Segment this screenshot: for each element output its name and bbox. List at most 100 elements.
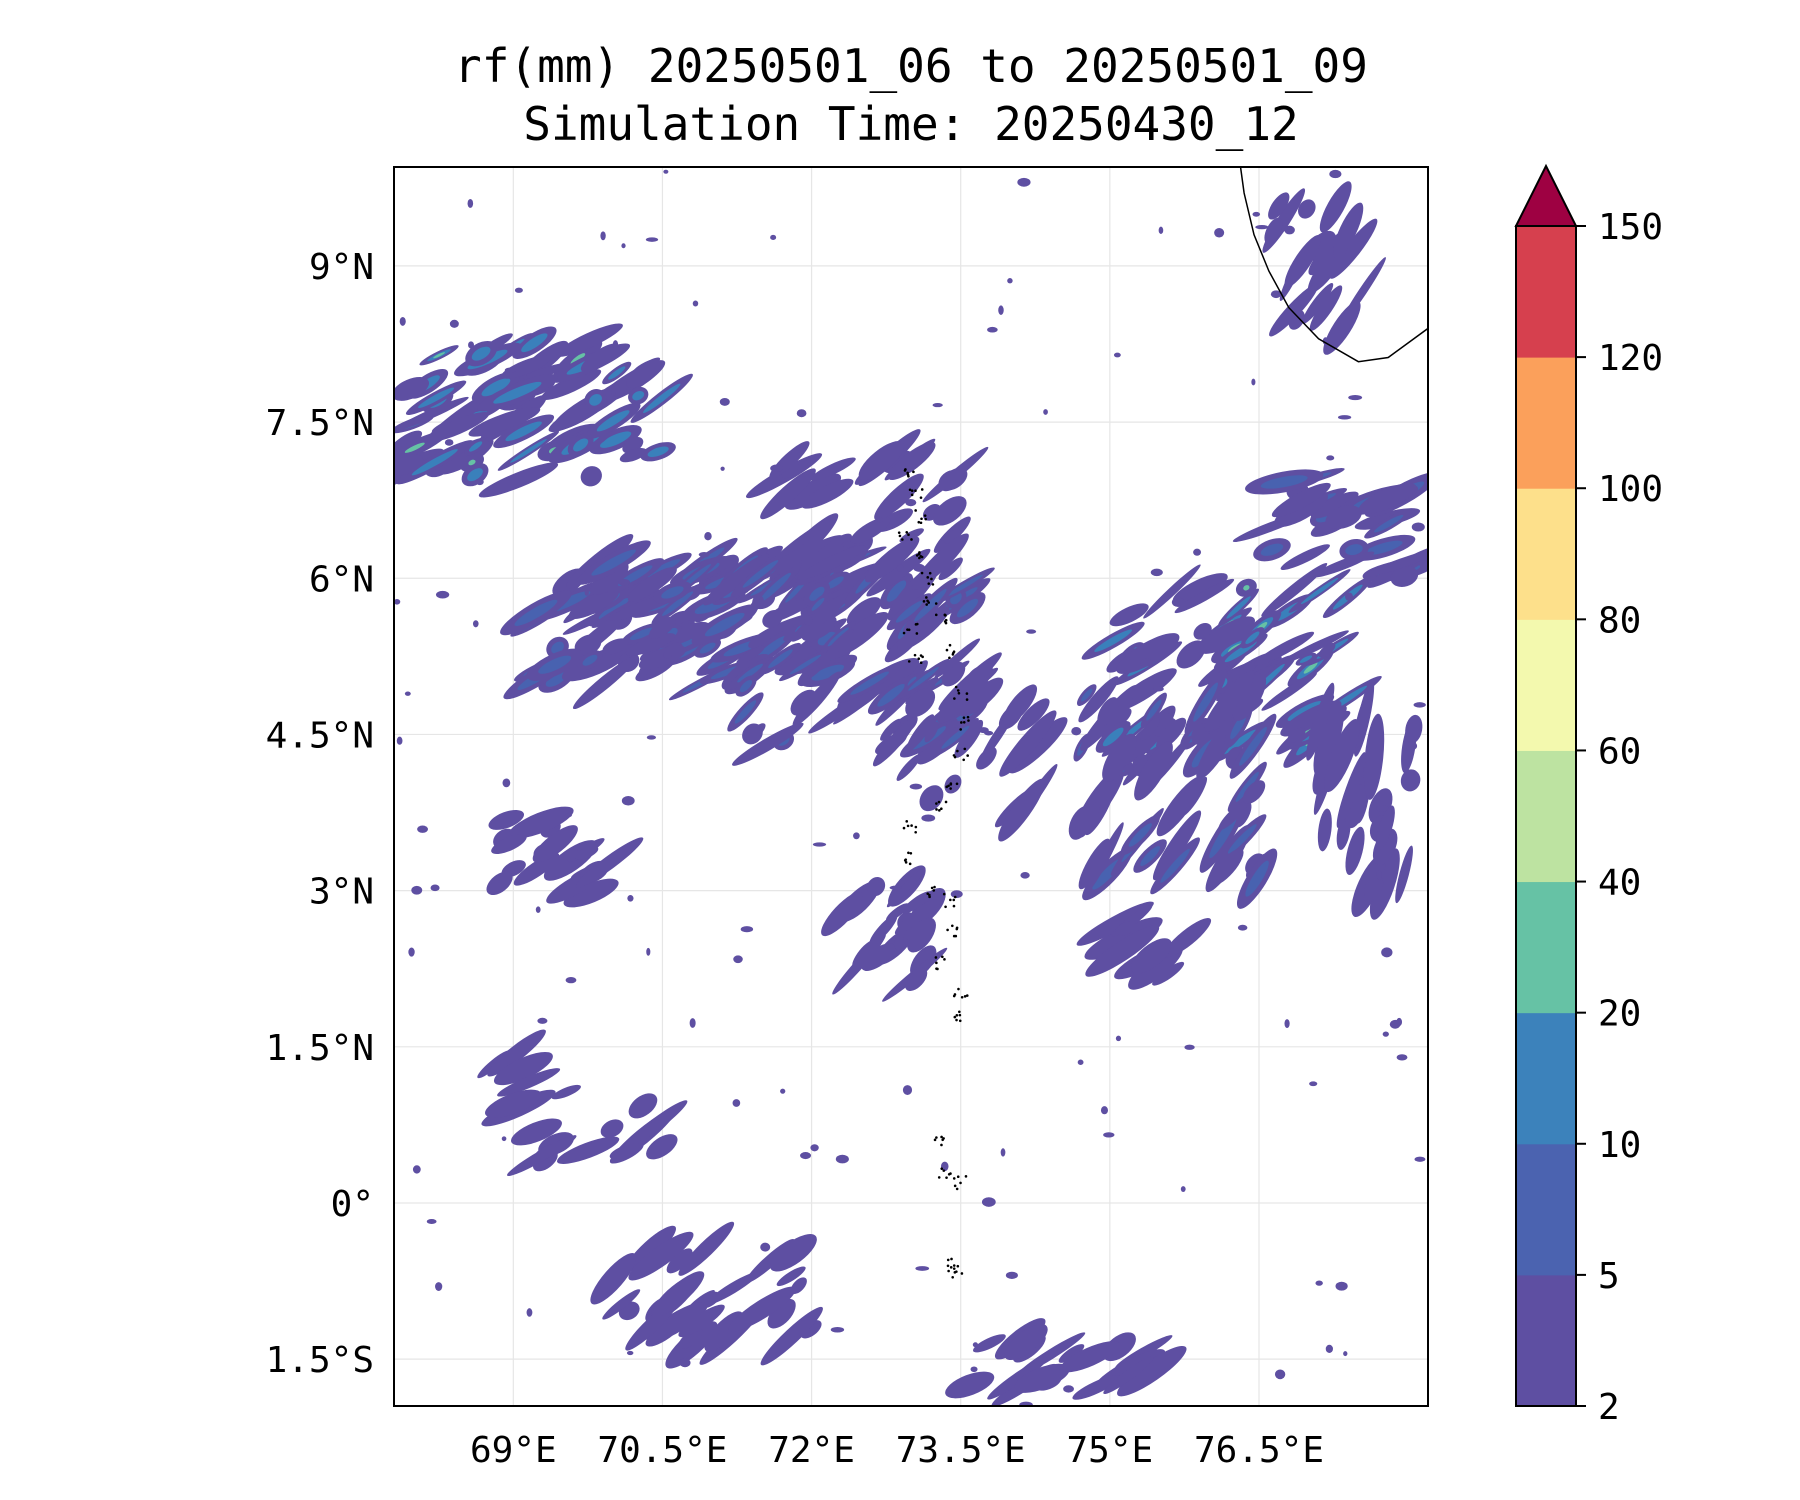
atoll-dot xyxy=(942,1169,946,1172)
rain-patch xyxy=(728,1286,796,1332)
rain-speck xyxy=(646,947,651,956)
rain-patch-core xyxy=(734,700,757,724)
rain-patch xyxy=(1078,838,1111,890)
rain-speck xyxy=(1309,1081,1318,1087)
rain-patch xyxy=(1079,800,1101,838)
rain-patch-core xyxy=(1128,823,1152,847)
rain-patch-core xyxy=(1260,543,1284,556)
rain-patch xyxy=(1363,713,1385,800)
rain-speck xyxy=(1343,1351,1348,1357)
rain-patch xyxy=(886,903,909,922)
atoll-dot xyxy=(912,470,915,474)
rain-patch-core xyxy=(545,671,568,687)
rain-patch-core xyxy=(661,586,684,599)
rain-speck xyxy=(412,1165,421,1174)
rain-speck xyxy=(759,596,764,606)
atoll-dot xyxy=(942,892,946,896)
rain-patch xyxy=(1325,505,1362,530)
colorbar-segment xyxy=(1516,1143,1576,1276)
rain-patch xyxy=(1076,901,1154,946)
rain-patch xyxy=(602,638,629,655)
atoll-dot xyxy=(952,1264,956,1267)
atoll-dot xyxy=(914,489,917,493)
colorbar-ticks: 2 5 10 20 40 60 80 100 120 150 xyxy=(1576,207,1663,1428)
rain-speck xyxy=(1026,629,1037,634)
rain-patch xyxy=(1400,769,1421,792)
rain-patch xyxy=(652,1271,705,1317)
colorbar-tick-label: 10 xyxy=(1598,1125,1641,1166)
rain-patch xyxy=(625,633,676,656)
rain-patch-peak xyxy=(1303,662,1318,674)
atoll-dot xyxy=(927,601,931,604)
rain-speck xyxy=(1020,872,1030,879)
rain-speck xyxy=(1396,1054,1408,1061)
rain-patch xyxy=(1358,483,1417,515)
rain-patch xyxy=(943,529,962,544)
rain-speck xyxy=(998,305,1004,315)
rain-patch xyxy=(1117,1345,1187,1397)
atoll-dot xyxy=(915,632,919,635)
atoll-dot xyxy=(953,1271,957,1274)
rain-speck xyxy=(444,439,454,446)
rain-patch xyxy=(732,722,804,766)
rain-patch-core xyxy=(467,468,483,482)
rain-speck xyxy=(1411,522,1425,532)
colorbar-segment xyxy=(1516,357,1576,489)
rain-patch-core xyxy=(538,655,572,674)
rain-patch xyxy=(998,778,1046,842)
atoll-dot xyxy=(938,809,941,812)
atoll-dot xyxy=(949,1266,953,1269)
rain-speck xyxy=(475,478,484,486)
rain-patch-core xyxy=(1094,629,1133,652)
atoll-dot xyxy=(944,905,947,909)
atoll-dot xyxy=(958,1019,962,1023)
rain-patch xyxy=(1269,283,1319,337)
rain-speck xyxy=(1270,290,1282,299)
colorbar-segments xyxy=(1514,163,1578,1407)
lat-tick-label: 1.5°N xyxy=(266,1028,374,1069)
rain-speck xyxy=(394,599,401,605)
rain-patch-core xyxy=(1239,726,1267,766)
rain-patch xyxy=(646,1134,678,1160)
atoll-dot xyxy=(910,538,913,541)
rain-patch xyxy=(590,1253,637,1305)
rain-patch xyxy=(649,616,676,639)
rain-patch-core xyxy=(573,438,589,452)
rain-patch-core xyxy=(809,586,825,601)
atoll-dot xyxy=(964,1175,968,1178)
rain-patch xyxy=(1085,925,1160,977)
rain-patch xyxy=(626,359,662,388)
rain-patch xyxy=(944,774,962,794)
rain-patch xyxy=(1193,622,1212,640)
atoll-dot xyxy=(904,468,907,471)
rain-patch-core xyxy=(1146,699,1162,721)
atoll-dot xyxy=(920,488,924,491)
rain-speck xyxy=(780,1088,786,1094)
rain-patch xyxy=(1318,642,1336,658)
atoll-dot xyxy=(930,577,933,581)
rain-speck xyxy=(902,1085,913,1095)
rain-speck xyxy=(1214,228,1225,238)
atoll-dot xyxy=(962,720,966,724)
rain-speck xyxy=(719,397,730,406)
rain-speck xyxy=(1071,727,1082,736)
atoll-dot xyxy=(940,807,943,811)
rain-speck xyxy=(621,243,626,249)
atoll-dot xyxy=(952,898,956,902)
rain-patch xyxy=(1288,310,1305,330)
rain-patch xyxy=(628,1231,694,1281)
atoll-dot xyxy=(960,995,964,999)
atoll-dot xyxy=(935,802,938,805)
rain-patch xyxy=(896,754,921,781)
rain-patch xyxy=(486,871,513,896)
rain-patch-core xyxy=(826,576,844,589)
rain-patch xyxy=(1140,717,1160,741)
rain-speck xyxy=(417,825,428,833)
atoll-dot xyxy=(963,995,967,998)
atoll-dot xyxy=(952,1267,956,1270)
rain-patch xyxy=(922,446,989,503)
rain-patch xyxy=(869,914,898,946)
rain-patch xyxy=(1375,805,1395,851)
atoll-dot xyxy=(959,728,962,731)
colorbar-frame xyxy=(1515,225,1577,1407)
